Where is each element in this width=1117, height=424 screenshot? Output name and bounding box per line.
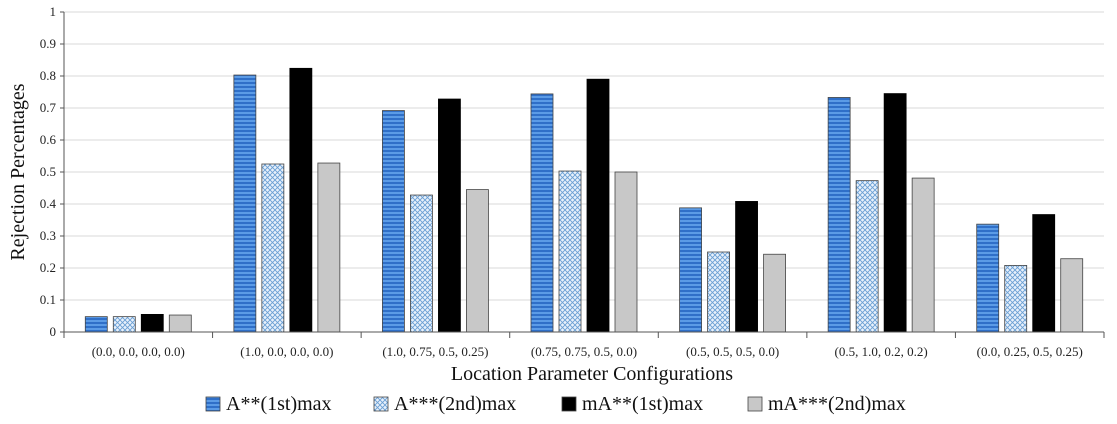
bar-a-2nd-max-0 [112,316,136,333]
legend-label-2: mA**(1st)max [582,393,703,415]
bar-a-2nd-max-5 [855,180,879,333]
bar-a-2nd-max-1 [261,163,285,333]
bar-ma-1st-max-5 [883,93,907,333]
bar-ma-2nd-max-2 [466,189,489,333]
x-tick-label: (0.5, 0.5, 0.5, 0.0) [686,344,779,359]
bar-ma-1st-max-1 [289,67,313,333]
legend-label-0: A**(1st)max [226,393,332,415]
bar-a-1st-max-3 [530,93,554,333]
x-tick-label: (0.5, 1.0, 0.2, 0.2) [835,344,928,359]
bar-ma-2nd-max-1 [317,162,341,333]
bar-a-2nd-max-3 [558,170,582,333]
bar-ma-2nd-max-6 [1060,258,1084,333]
bar-a-2nd-max-4 [707,251,730,333]
y-tick-label: 0.7 [40,100,57,115]
axes: 0 0.1 0.2 0.3 0.4 0.5 0.6 0.7 0.8 0.9 1 (0.0, 0.0, … [40,4,1105,359]
y-tick-label: 0.9 [40,36,56,51]
legend-label-1: A***(2nd)max [394,393,516,415]
bar-ma-2nd-max-3 [614,171,638,333]
y-tick-label: 0.6 [40,132,57,147]
y-tick-label: 0.4 [40,196,57,211]
bar-ma-2nd-max-4 [763,253,786,333]
legend-swatch-1 [373,396,389,412]
bar-ma-1st-max-0 [140,313,164,333]
y-tick-label: 0.2 [40,260,56,275]
bar-a-1st-max-6 [976,223,1000,333]
legend-swatch-3 [747,396,763,412]
legend-swatch-2 [561,396,577,412]
bar-ma-1st-max-3 [586,78,610,333]
x-axis-title: Location Parameter Configurations [451,363,733,385]
y-tick-label: 0.5 [40,164,56,179]
x-tick-label: (0.0, 0.0, 0.0, 0.0) [92,344,185,359]
x-tick-label: (0.75, 0.75, 0.5, 0.0) [531,344,637,359]
bar-a-2nd-max-6 [1004,265,1028,333]
bar-ma-2nd-max-0 [168,314,192,333]
bar-ma-1st-max-4 [735,201,758,333]
bar-a-1st-max-0 [84,316,108,333]
y-tick-label: 1 [50,4,57,19]
y-axis-title: Rejection Percentages [7,83,29,260]
legend: A**(1st)max A***(2nd)max mA**(1st)max mA***… [205,393,906,415]
bar-a-1st-max-2 [382,110,405,333]
legend-label-3: mA***(2nd)max [768,393,906,415]
x-tick-label: (1.0, 0.75, 0.5, 0.25) [382,344,488,359]
bar-a-1st-max-5 [827,97,851,333]
bars [84,67,1084,333]
y-tick-label: 0 [50,324,57,339]
x-tick-label: (1.0, 0.0, 0.0, 0.0) [240,344,333,359]
y-tick-label: 0.8 [40,68,56,83]
bar-ma-1st-max-6 [1032,214,1056,333]
y-tick-label: 0.1 [40,292,56,307]
bar-ma-2nd-max-5 [911,177,935,333]
x-tick-label: (0.0, 0.25, 0.5, 0.25) [977,344,1083,359]
y-tick-label: 0.3 [40,228,56,243]
gridlines [64,11,1104,301]
bar-ma-1st-max-2 [438,98,461,333]
bar-a-1st-max-4 [679,207,702,333]
bar-a-2nd-max-2 [410,194,433,333]
bar-a-1st-max-1 [233,74,257,333]
legend-swatch-0 [205,396,221,412]
